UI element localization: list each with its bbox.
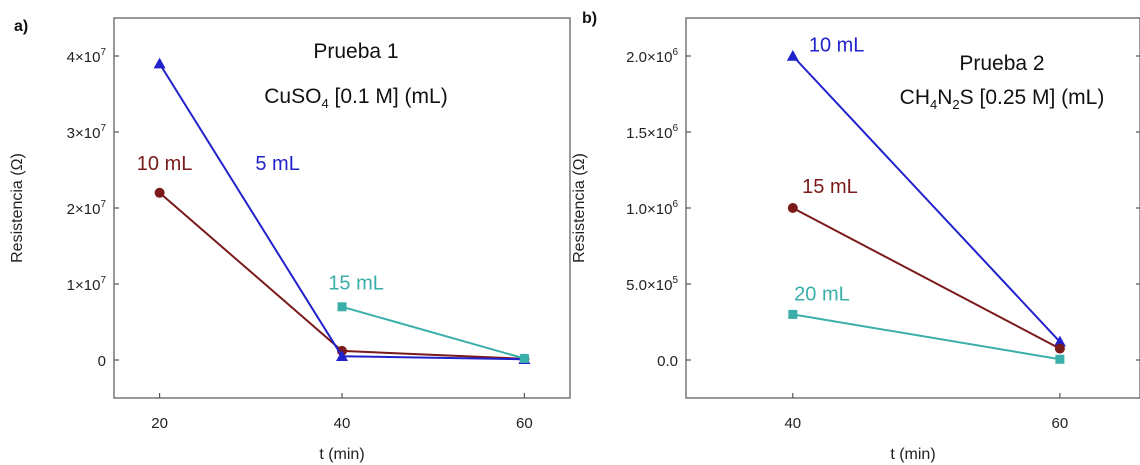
data-point [153,57,166,69]
y-tick-label: 5.0×105 [626,275,678,294]
y-tick-label: 1.0×106 [626,199,678,218]
annotation-reagent: CuSO4 [0.1 M] (mL) [264,85,447,111]
series-label: 15 mL [328,272,384,294]
data-point [337,302,347,312]
series-label: 15 mL [802,176,858,198]
y-tick-mantissa: 1×10 [67,277,101,294]
data-point [786,50,799,61]
y-tick-mantissa: 2×10 [67,201,101,218]
series-label: 10 mL [809,34,865,56]
series-line [341,305,525,360]
y-axis-label: Resistencia (Ω) [571,153,588,263]
x-tick-label: 40 [334,415,351,432]
reagent-subscript: 4 [930,97,937,112]
y-tick-mantissa: 4×10 [67,49,101,66]
reagent-subscript: 4 [321,96,328,111]
panel-label: a) [14,18,28,35]
y-tick-label: 1×107 [67,275,107,294]
x-axis-label: t (min) [319,446,364,463]
y-tick-exponent: 7 [100,275,106,286]
y-tick-exponent: 7 [100,123,106,134]
y-tick-label: 4×107 [67,47,107,66]
reagent-part: CuSO [264,85,321,108]
data-point [1055,354,1065,364]
y-tick-label: 3×107 [67,123,107,142]
data-point [154,187,165,198]
y-tick-exponent: 6 [672,47,678,58]
data-point [1054,343,1065,354]
y-tick-label: 2.0×106 [626,47,678,66]
y-tick-exponent: 5 [672,275,678,286]
y-axis-label: Resistencia (Ω) [9,153,26,263]
x-tick-label: 60 [516,415,533,432]
annotation-title: Prueba 2 [959,52,1044,75]
series-label: 5 mL [255,153,299,175]
x-tick-label: 20 [151,415,168,432]
reagent-part: S [0.25 M] (mL) [960,86,1105,109]
y-tick-mantissa: 0.0 [657,353,678,370]
y-tick-mantissa: 1.0×10 [626,201,672,218]
y-tick-label: 2×107 [67,199,107,218]
data-point [788,309,798,319]
data-point [519,353,529,363]
series-label: 20 mL [794,284,850,306]
reagent-part: [0.1 M] (mL) [329,85,448,108]
y-tick-mantissa: 3×10 [67,125,101,142]
x-tick-label: 40 [784,415,801,432]
y-tick-mantissa: 2.0×10 [626,49,672,66]
y-tick-exponent: 7 [100,47,106,58]
panel-label: b) [582,10,597,27]
reagent-subscript: 2 [952,97,959,112]
y-tick-mantissa: 0 [98,353,106,370]
series-label: 10 mL [137,153,193,175]
y-tick-label: 0 [98,353,106,370]
y-tick-exponent: 7 [100,199,106,210]
annotation-title: Prueba 1 [313,40,398,63]
y-tick-label: 0.0 [657,353,678,370]
y-tick-label: 1.5×106 [626,123,678,142]
x-axis-label: t (min) [890,446,935,463]
reagent-part: CH [900,86,930,109]
series-line [792,313,1061,361]
annotation-reagent: CH4N2S [0.25 M] (mL) [900,86,1105,112]
reagent-part: N [937,86,952,109]
data-point [336,350,348,361]
y-tick-exponent: 6 [672,123,678,134]
y-tick-mantissa: 1.5×10 [626,125,672,142]
data-point [787,203,798,213]
y-tick-mantissa: 5.0×10 [626,277,672,294]
data-point [1053,335,1066,347]
y-tick-exponent: 6 [672,199,678,210]
x-tick-label: 60 [1052,415,1069,432]
series-line [792,207,1061,350]
series-line [792,55,1061,343]
